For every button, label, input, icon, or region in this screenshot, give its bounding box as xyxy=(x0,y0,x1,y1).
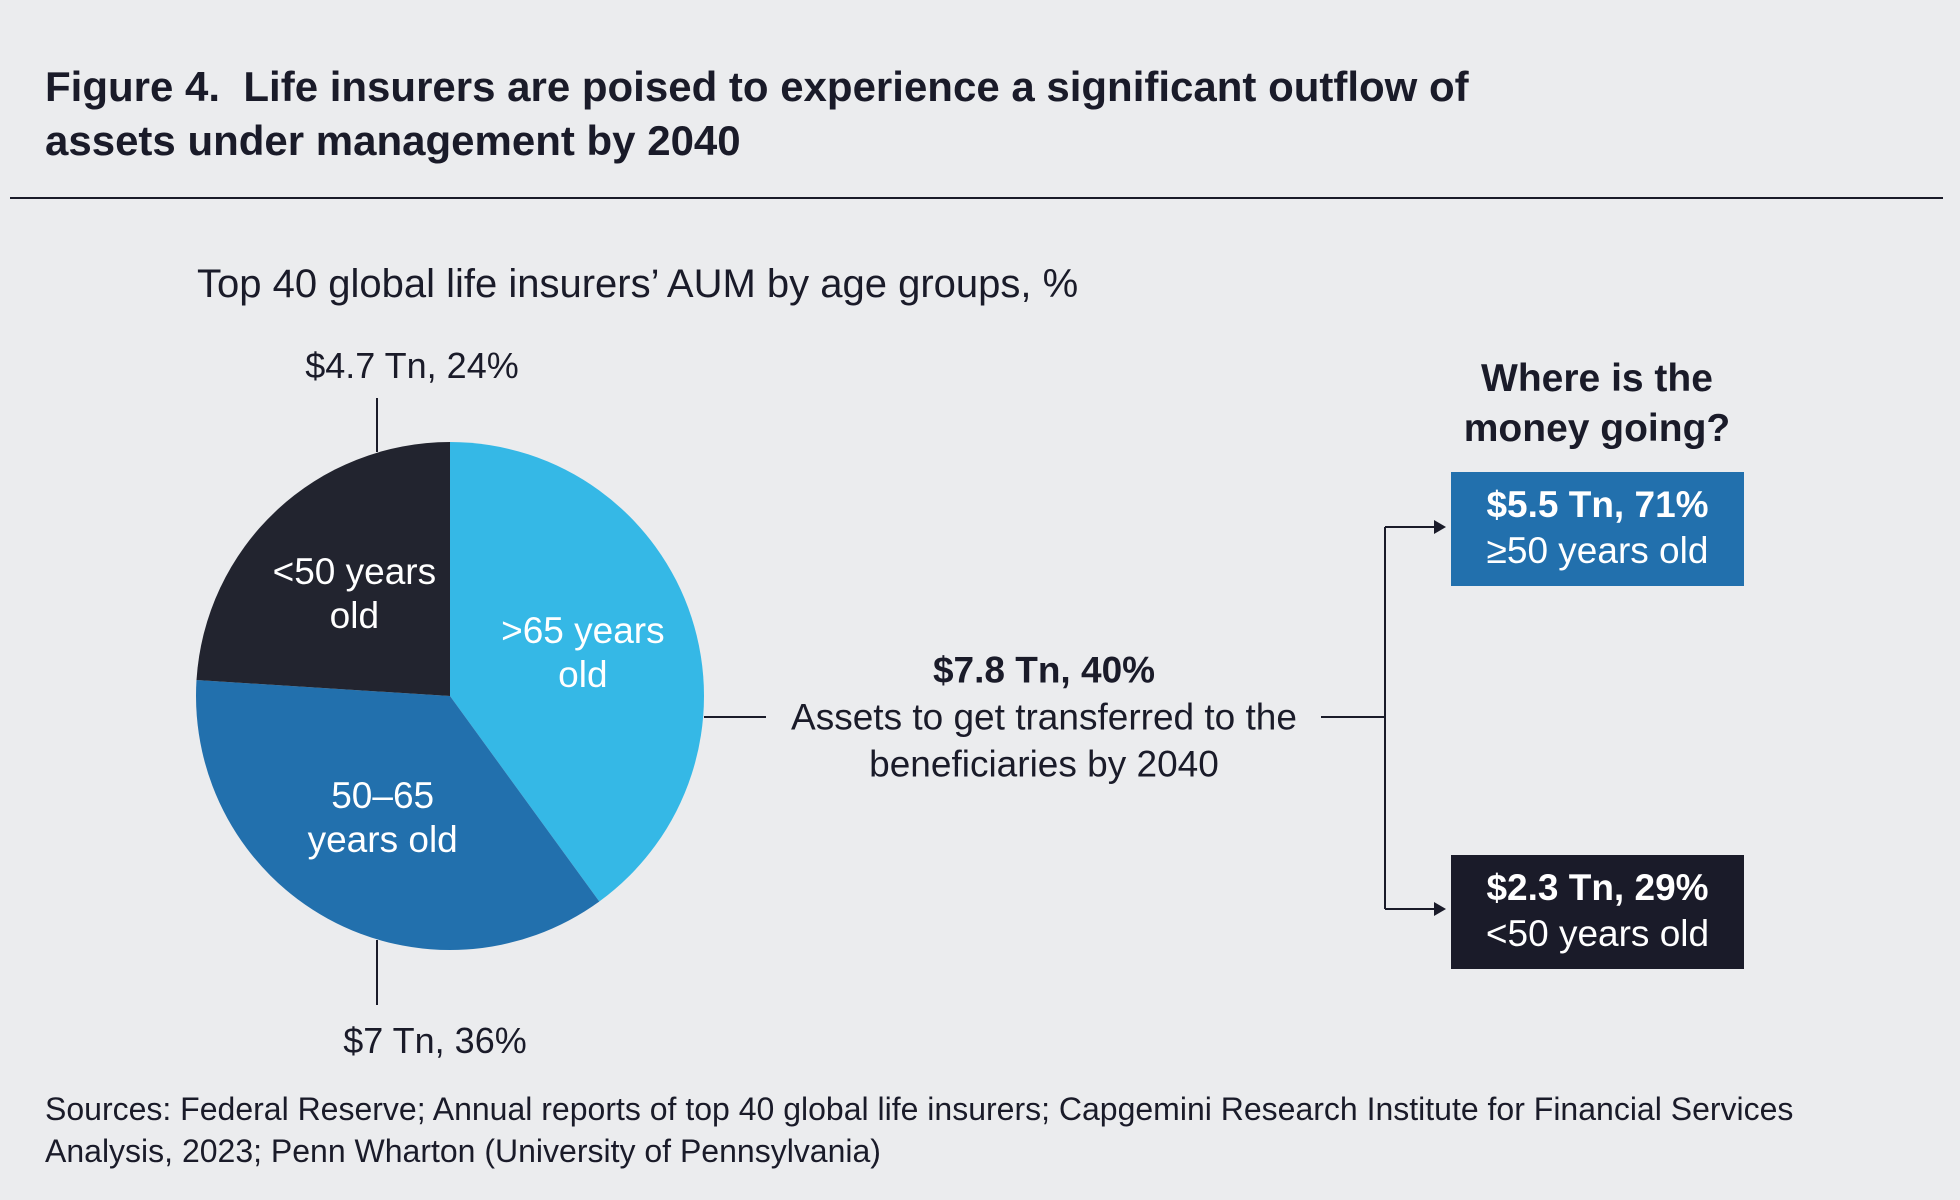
value-label: $7 Tn, 36% xyxy=(343,1020,527,1061)
annotation: Assets to get transferred to the benefic… xyxy=(791,696,1297,785)
arrowhead xyxy=(1434,902,1446,916)
breakdown-label: ≥50 years old xyxy=(1486,530,1709,571)
breakdown-title: Where is the money going? xyxy=(1463,357,1731,450)
connectors xyxy=(376,398,1436,1005)
breakdown-label: <50 years old xyxy=(1485,913,1710,954)
breakdown-value: $2.3 Tn, 29% xyxy=(1486,867,1709,908)
title: Figure 4. Life insurers are poised to ex… xyxy=(45,60,1575,168)
title-text: Life insurers are poised to experience a… xyxy=(45,63,1469,164)
slice-label: <50 years old xyxy=(272,551,437,637)
breakdown-box: $5.5 Tn, 71% ≥50 years old xyxy=(1451,472,1744,586)
pie-slice xyxy=(196,680,600,950)
breakdown-value: $5.5 Tn, 71% xyxy=(1486,484,1709,525)
slice-label: 50–65 years old xyxy=(307,775,458,861)
value-label: $4.7 Tn, 24% xyxy=(305,345,519,386)
slice-label: >65 years old xyxy=(501,609,665,695)
subtitle: Top 40 global life insurers’ AUM by age … xyxy=(197,262,1079,306)
pie xyxy=(196,442,704,950)
pie-slice xyxy=(196,442,450,696)
source: Sources: Federal Reserve; Annual reports… xyxy=(45,1091,1794,1169)
value-label: $7.8 Tn, 40% xyxy=(932,649,1156,691)
figure-label: Figure 4. xyxy=(45,63,221,110)
pie-slice xyxy=(450,442,704,902)
arrowhead xyxy=(1434,520,1446,534)
breakdown-box: $2.3 Tn, 29% <50 years old xyxy=(1451,855,1744,969)
annotation-block: $7.8 Tn, 40% Assets to get transferred t… xyxy=(774,647,1314,788)
